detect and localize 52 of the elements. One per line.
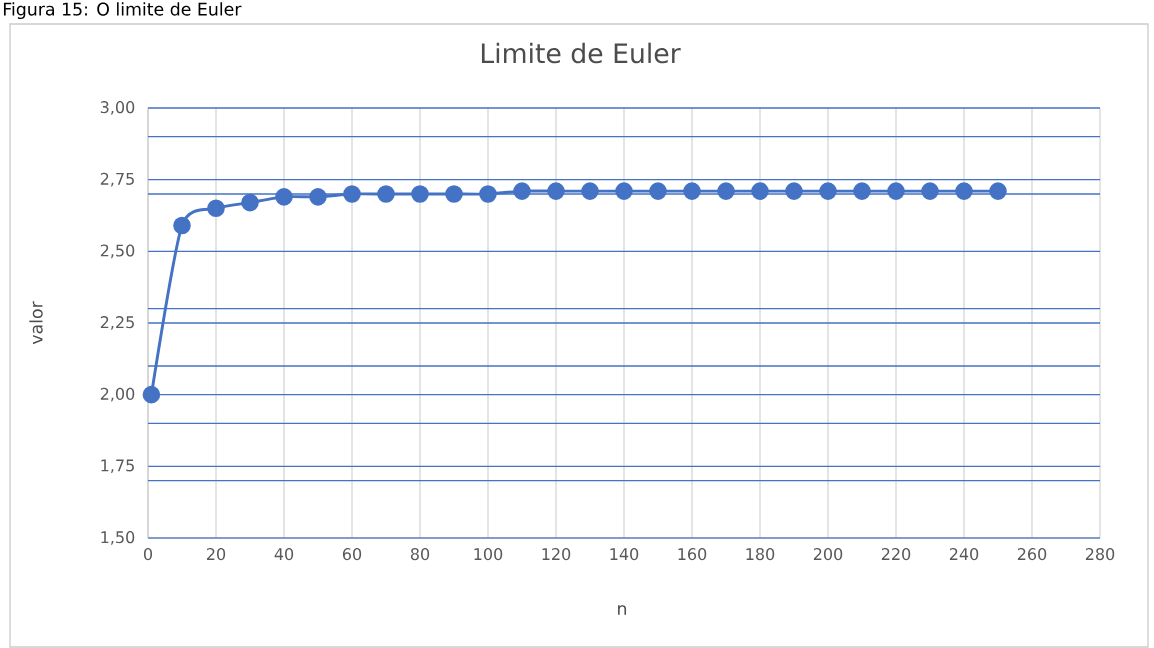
point [717,182,735,200]
x-tick-label: 120 [542,548,571,561]
point [142,385,161,404]
point [241,193,259,212]
point [921,182,939,200]
point [173,216,191,235]
point [819,182,837,200]
x-tick-label: 180 [746,548,775,561]
point [513,182,531,200]
y-tick-label: 2,75 [100,172,134,187]
point [649,182,667,200]
point [683,182,701,200]
x-tick-label: 80 [410,548,430,561]
point [377,185,395,203]
y-tick-label: 2,00 [100,387,135,402]
x-tick-label: 260 [1017,548,1047,561]
point [853,182,871,200]
text: Figura 15: O limite de Euler [3,2,242,20]
x-tick-label: 280 [1085,548,1115,561]
chart-title: Limite de Euler [481,42,681,64]
point [989,182,1007,200]
y-tick-label: 2,50 [100,244,135,259]
point [445,185,463,203]
point [547,182,565,200]
point [275,188,293,206]
x-tick-label: 220 [881,548,911,561]
x-axis-title: n [618,605,627,615]
point [207,199,225,218]
x-tick-label: 60 [342,548,362,561]
point [343,185,361,203]
y-tick-label: 1,75 [101,459,134,474]
x-tick-label: 140 [610,548,639,561]
x-tick-label: 0 [143,548,153,561]
x-tick-label: 40 [274,548,294,561]
x-tick-label: 240 [949,548,979,561]
point [887,182,905,200]
y-axis-title: valor [29,301,43,345]
point [751,182,769,200]
x-tick-label: 160 [678,548,707,561]
point [309,188,327,206]
point [955,182,973,200]
point [479,185,497,203]
point [411,185,429,203]
point [785,182,803,200]
y-tick-label: 2,25 [100,316,134,330]
x-tick-label: 200 [813,548,843,561]
x-tick-label: 100 [474,548,503,561]
x-tick-label: 20 [207,548,226,561]
y-tick-label: 1,50 [101,531,135,545]
y-tick-label: 3,00 [100,101,135,115]
point [615,182,633,200]
point [581,182,599,200]
